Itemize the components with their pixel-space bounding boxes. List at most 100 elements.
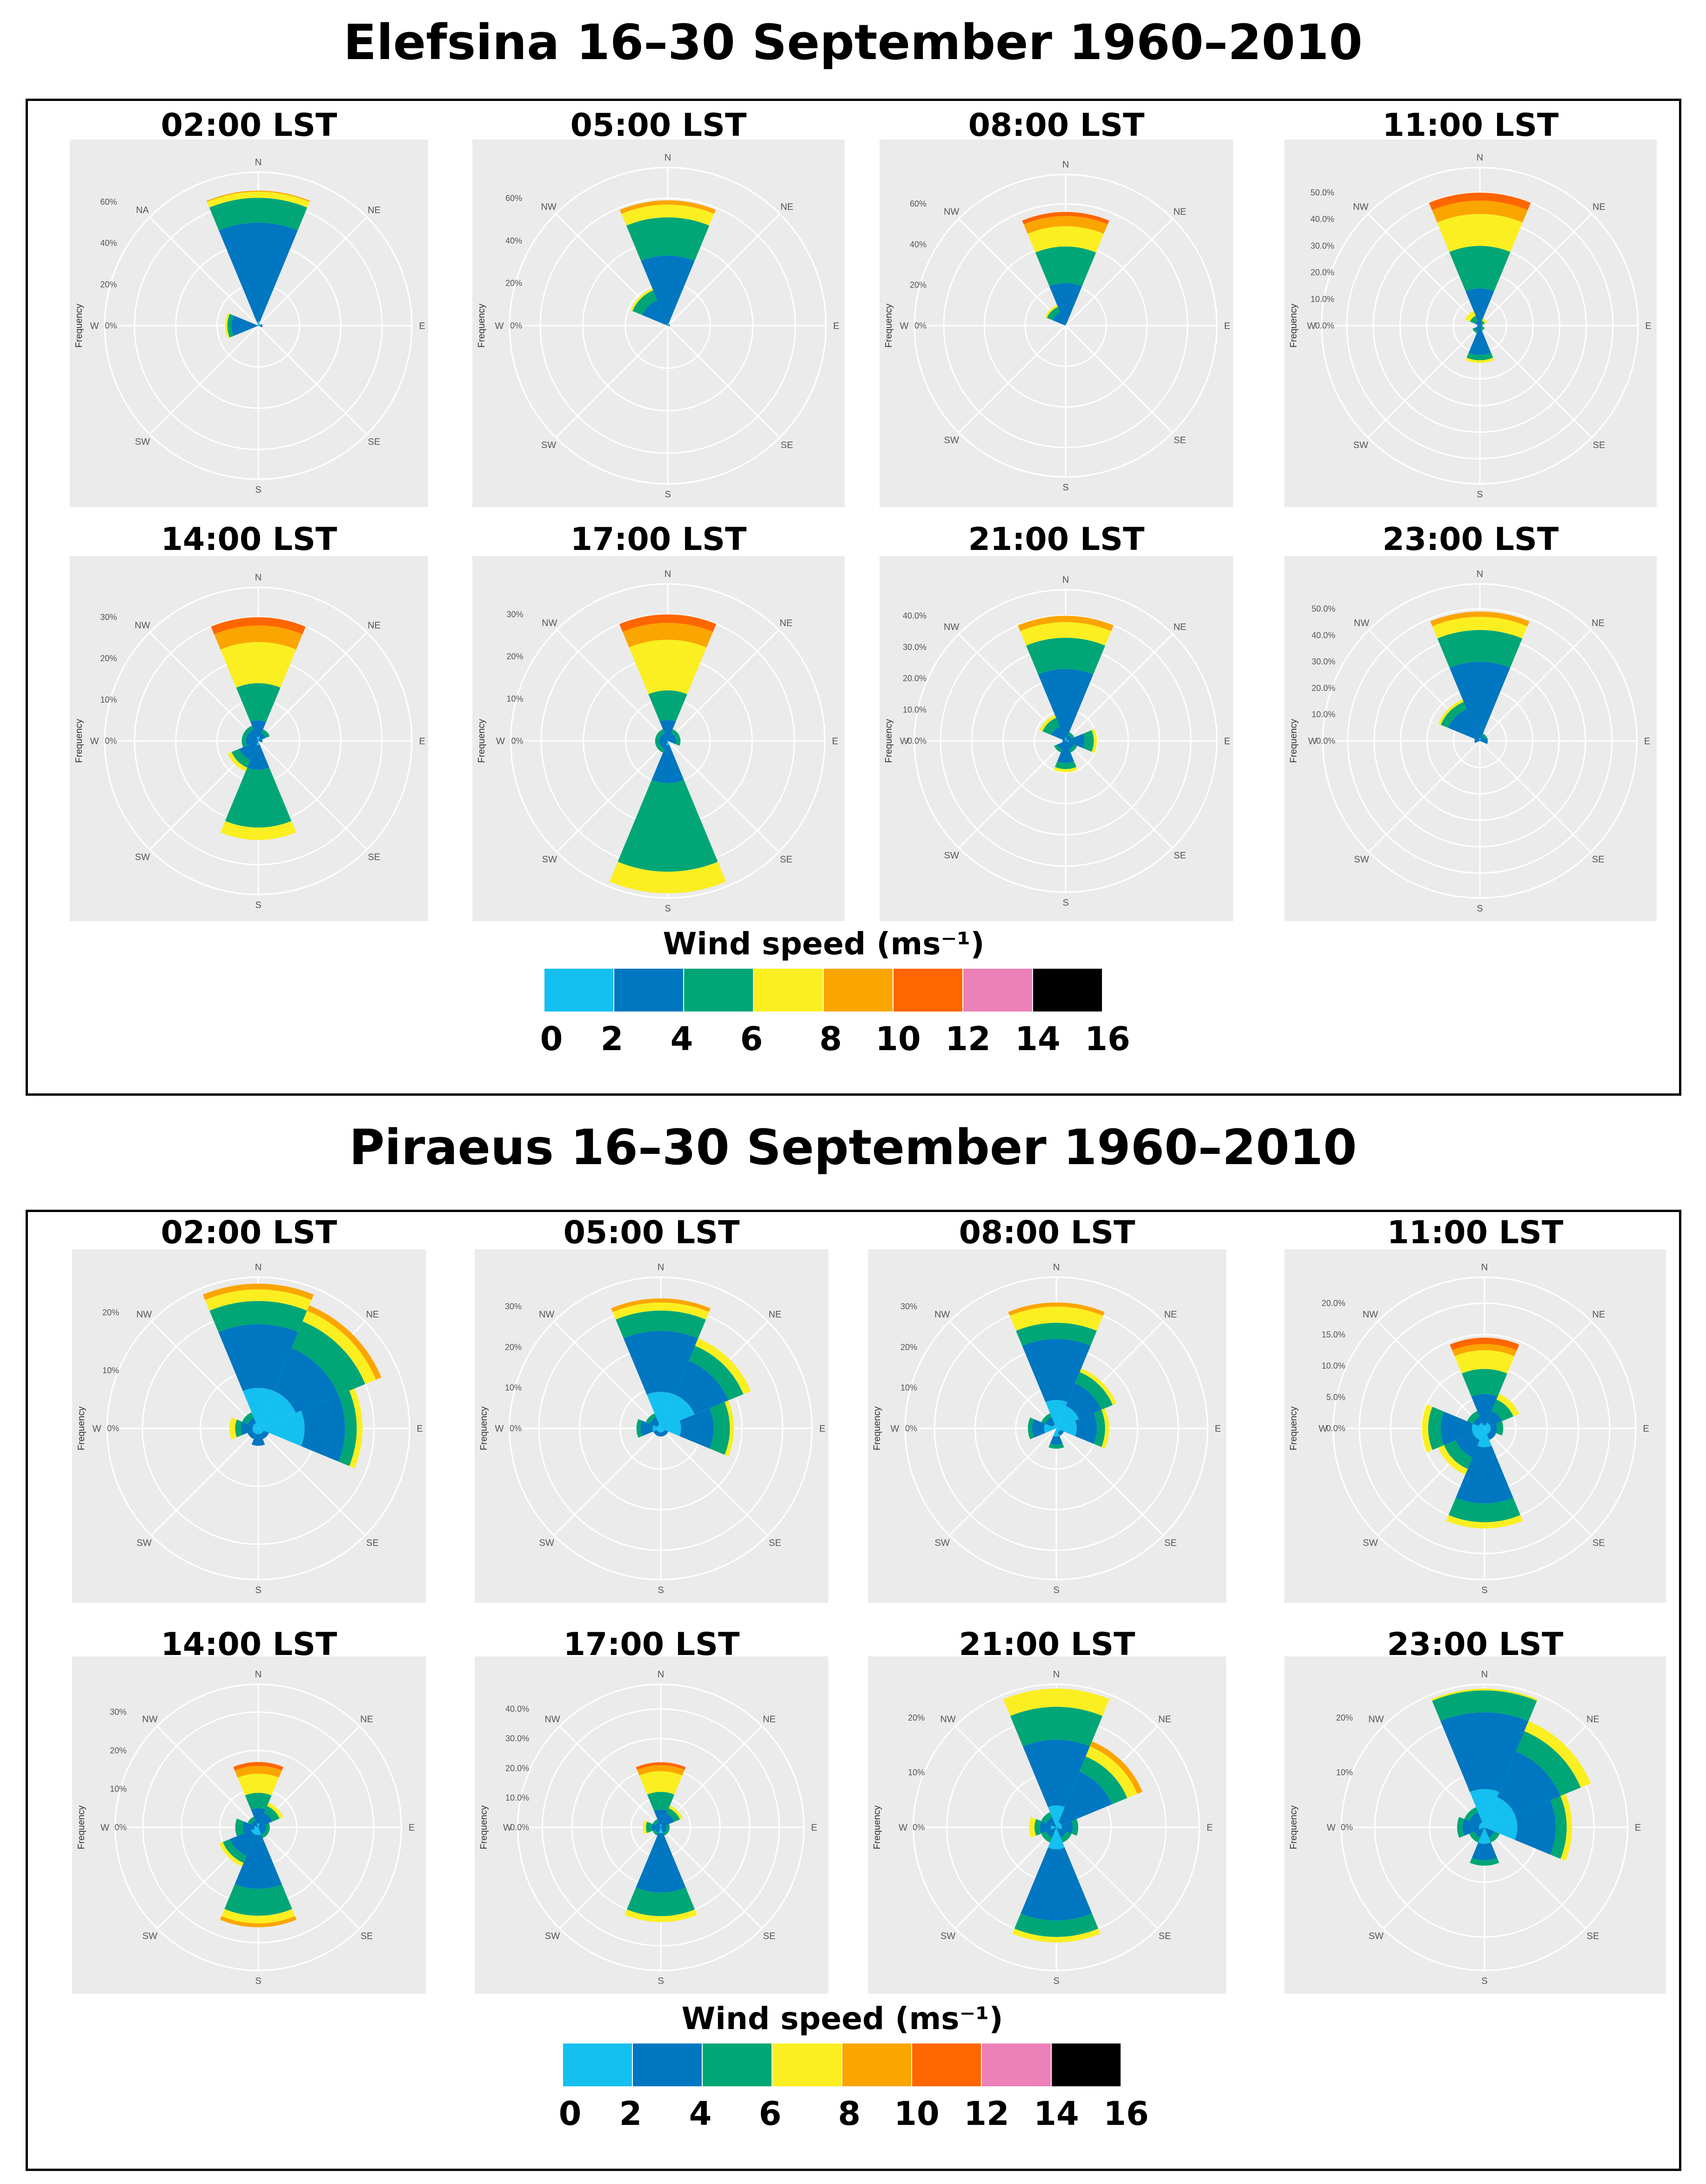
direction-label: SE <box>361 1931 373 1941</box>
legend-tick-label: 14 <box>1015 1020 1061 1058</box>
petal-segment <box>661 1394 695 1428</box>
petal-segment <box>623 1331 699 1395</box>
petal-segment <box>1066 1383 1102 1419</box>
direction-label: S <box>1481 1976 1487 1986</box>
direction-label: E <box>819 1424 825 1434</box>
petal-segment <box>1448 1498 1521 1522</box>
petal-segment <box>235 1818 244 1836</box>
y-axis-label: Frequency <box>1289 1407 1299 1451</box>
petal-segment <box>668 323 670 326</box>
petal-segment <box>659 737 668 744</box>
tick-label: 20% <box>900 1342 917 1352</box>
petal-segment <box>1048 1827 1065 1849</box>
petal-segment <box>222 1839 247 1863</box>
petal-segment <box>1014 1913 1099 1937</box>
direction-label: S <box>1053 1976 1059 1986</box>
y-axis-label: Frequency <box>74 719 84 763</box>
petal-segment <box>1441 702 1467 728</box>
tick-label: 30% <box>110 1708 127 1717</box>
petal-segment <box>1449 246 1511 292</box>
legend-swatch <box>893 969 962 1012</box>
petal-segment <box>655 1827 661 1833</box>
panel-title: 23:00 LST <box>1382 521 1559 558</box>
petal-segment <box>657 1424 661 1428</box>
grid-spoke <box>556 740 669 853</box>
petal-segment <box>258 1391 296 1428</box>
petal-segment <box>242 1821 255 1834</box>
legend-swatch <box>544 969 613 1012</box>
petal-segment <box>1428 1407 1444 1450</box>
petal-segment <box>1489 1831 1500 1843</box>
direction-label: E <box>1215 1424 1221 1434</box>
direction-label: E <box>1224 321 1230 331</box>
grid-spoke <box>660 1427 768 1536</box>
petal-segment <box>1472 1423 1484 1434</box>
petal-segment <box>258 733 266 741</box>
petal-segment <box>1550 1795 1567 1859</box>
petal-segment <box>1034 1819 1041 1836</box>
petal-segment <box>1046 1827 1056 1838</box>
petal-segment <box>655 1822 661 1828</box>
windrose-plot: N NE E SE S SW W NW 0% 20% 40% 60% Frequency <box>880 140 1233 507</box>
direction-label: W <box>1307 321 1316 331</box>
petal-segment <box>636 1762 686 1770</box>
windrose-panel: 02:00 LST N NE E SE S SW W NW 0% 10% 20% Frequency <box>72 1214 426 1603</box>
legend-tick-label: 2 <box>600 1020 624 1058</box>
petal-segment <box>214 625 302 650</box>
legend-swatch <box>772 2043 841 2086</box>
legend-tick-label: 6 <box>740 1020 763 1058</box>
petal-segment <box>221 1909 296 1924</box>
grid-spoke <box>1383 1827 1485 1929</box>
petal-segment <box>1477 324 1480 327</box>
petal-segment <box>619 614 717 632</box>
tick-label: 10.0% <box>1310 295 1334 304</box>
tick-label: 0% <box>1341 1823 1353 1832</box>
windrose-plot: N NE E SE S SW W NW 0% 10% 20% 30% Frequency <box>70 556 428 921</box>
petal-segment <box>1044 1423 1056 1434</box>
direction-label: N <box>1481 1262 1488 1273</box>
petal-segment <box>267 1802 283 1819</box>
legend-swatch <box>703 2043 772 2086</box>
tick-label: 40% <box>910 240 927 249</box>
direction-label: S <box>255 1976 261 1986</box>
direction-label: N <box>255 573 262 583</box>
direction-label: NW <box>136 1310 152 1320</box>
direction-label: NW <box>134 621 150 631</box>
direction-label: SW <box>1353 440 1368 450</box>
tick-label: 40% <box>100 239 117 248</box>
direction-label: SW <box>135 437 150 447</box>
petal-segment <box>637 1765 685 1775</box>
windrose-svg: N NE E SE S SW W NW 0% 10% 20% 30% Frequency <box>477 569 838 914</box>
windrose-panel: 23:00 LST N NE E SE S SW W NW 0% 10% 20% Frequency <box>1284 1626 1666 1994</box>
direction-label: NE <box>1592 618 1605 628</box>
tick-label: 0.0% <box>510 1823 529 1832</box>
petal-segment <box>661 1814 675 1828</box>
petal-segment <box>1065 323 1067 326</box>
petal-segment <box>666 741 670 745</box>
petal-segment <box>652 1829 659 1836</box>
legend-swatch <box>982 2043 1051 2086</box>
petal-segment <box>242 1387 274 1428</box>
legend-swatch <box>563 2043 632 2086</box>
direction-label: S <box>1062 898 1068 908</box>
panel-title: 08:00 LST <box>959 1214 1135 1251</box>
petal-segment <box>1101 1408 1109 1449</box>
direction-label: SW <box>1369 1931 1384 1941</box>
petal-segment <box>1056 1406 1079 1428</box>
petal-segment <box>1465 288 1494 326</box>
petal-segment <box>1048 1805 1065 1828</box>
grid-spoke <box>1479 213 1592 327</box>
petal-segment <box>1064 737 1067 741</box>
petal-segment <box>1438 1445 1468 1475</box>
direction-label: SE <box>780 855 793 865</box>
grid-spoke <box>667 213 780 327</box>
direction-label: W <box>90 737 99 747</box>
grid-spoke <box>660 1726 763 1828</box>
petal-segment <box>202 1283 314 1300</box>
legend-swatch <box>1052 2043 1121 2086</box>
windrose-svg: N NE E SE S SW W NW 0.0% 10.0% 20.0% 30.0% 40.0% Freq… <box>884 575 1230 908</box>
petal-segment <box>646 1392 675 1428</box>
petal-segment <box>251 1820 258 1828</box>
legend-swatch <box>684 969 753 1012</box>
windrose-svg: N NE E SE S SW W NW 0% 10% 20% Frequency <box>872 1669 1213 1986</box>
